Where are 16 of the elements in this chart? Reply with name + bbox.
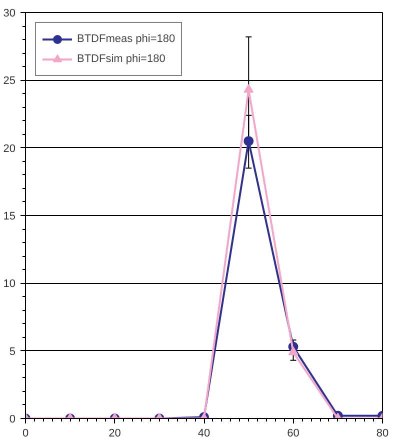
x-tick-label: 20 bbox=[108, 428, 121, 439]
x-tick-label: 40 bbox=[198, 428, 210, 439]
y-tick-label: 5 bbox=[9, 346, 16, 358]
y-tick-label: 20 bbox=[3, 142, 16, 155]
legend-label: BTDFsim phi=180 bbox=[77, 53, 166, 65]
point bbox=[244, 136, 254, 146]
legend-label: BTDFmeas phi=180 bbox=[77, 33, 176, 45]
y-tick-label: 25 bbox=[3, 75, 16, 88]
y-tick-label: 0 bbox=[9, 414, 16, 426]
point bbox=[288, 346, 298, 356]
x-tick-label: 60 bbox=[287, 428, 300, 439]
x-tick-label: 80 bbox=[376, 428, 389, 439]
y-tick-label: 15 bbox=[3, 210, 16, 222]
y-tick-label: 10 bbox=[3, 278, 16, 290]
y-tick-label: 30 bbox=[3, 8, 16, 20]
x-tick-label: 0 bbox=[22, 428, 29, 439]
